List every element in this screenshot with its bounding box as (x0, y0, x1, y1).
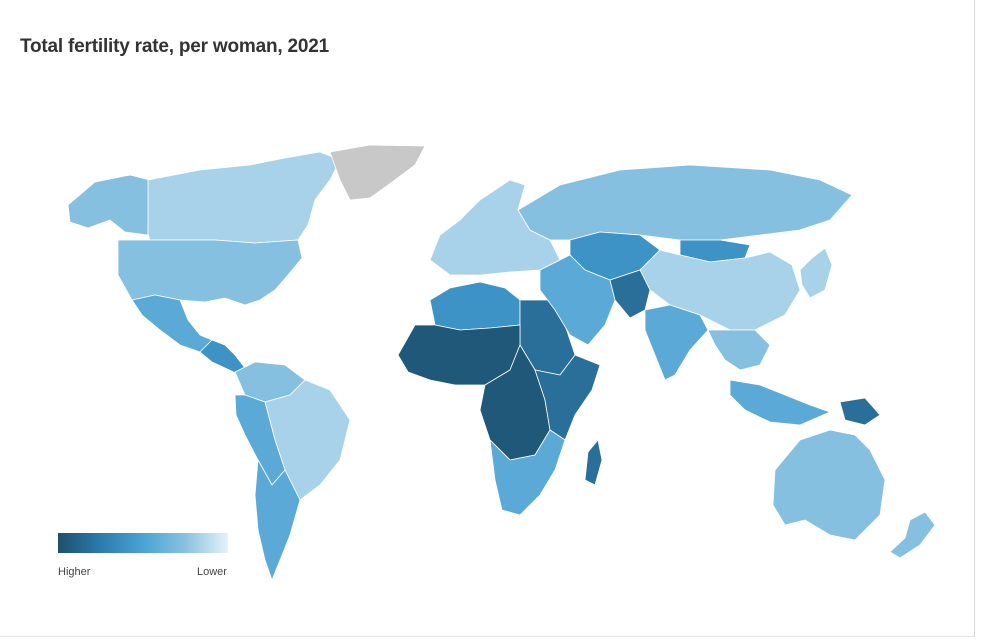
region-new-zealand[interactable]: New Zealand (889, 511, 936, 559)
region-japan-korea[interactable]: Japan / Korea (799, 247, 833, 299)
region-mexico[interactable]: Mexico (131, 294, 213, 353)
region-india[interactable]: India (644, 304, 709, 381)
region-middle-east[interactable]: Middle East (539, 254, 616, 346)
region-southeast-asia[interactable]: Southeast Asia (707, 329, 771, 371)
legend-label-higher: Higher (58, 566, 91, 578)
region-indonesia[interactable]: Indonesia (729, 379, 831, 426)
region-east-africa[interactable]: East Africa (534, 354, 601, 441)
region-australia[interactable]: Australia (772, 429, 886, 541)
region-southern-africa[interactable]: Southern Africa (489, 429, 566, 516)
region-central-america[interactable]: Central America (199, 339, 246, 376)
region-canada[interactable]: Canada (147, 151, 341, 244)
region-madagascar[interactable]: Madagascar (584, 439, 603, 486)
map-title: Total fertility rate, per woman, 2021 (20, 36, 330, 57)
region-united-states[interactable]: United States (117, 239, 303, 306)
region-argentina-chile[interactable]: Argentina / Chile (254, 459, 301, 581)
region-greenland[interactable]: Greenland (329, 144, 426, 201)
world-choropleth-map: Alaska Canada United States Mexico Centr… (67, 144, 936, 581)
legend-gradient-bar (58, 533, 228, 553)
region-north-africa[interactable]: North Africa (429, 281, 521, 331)
legend-label-lower: Lower (197, 566, 227, 578)
region-russia[interactable]: Russia (517, 164, 853, 241)
region-alaska[interactable]: Alaska (67, 174, 151, 236)
region-papua-new-guinea[interactable]: Papua New Guinea (839, 397, 881, 426)
